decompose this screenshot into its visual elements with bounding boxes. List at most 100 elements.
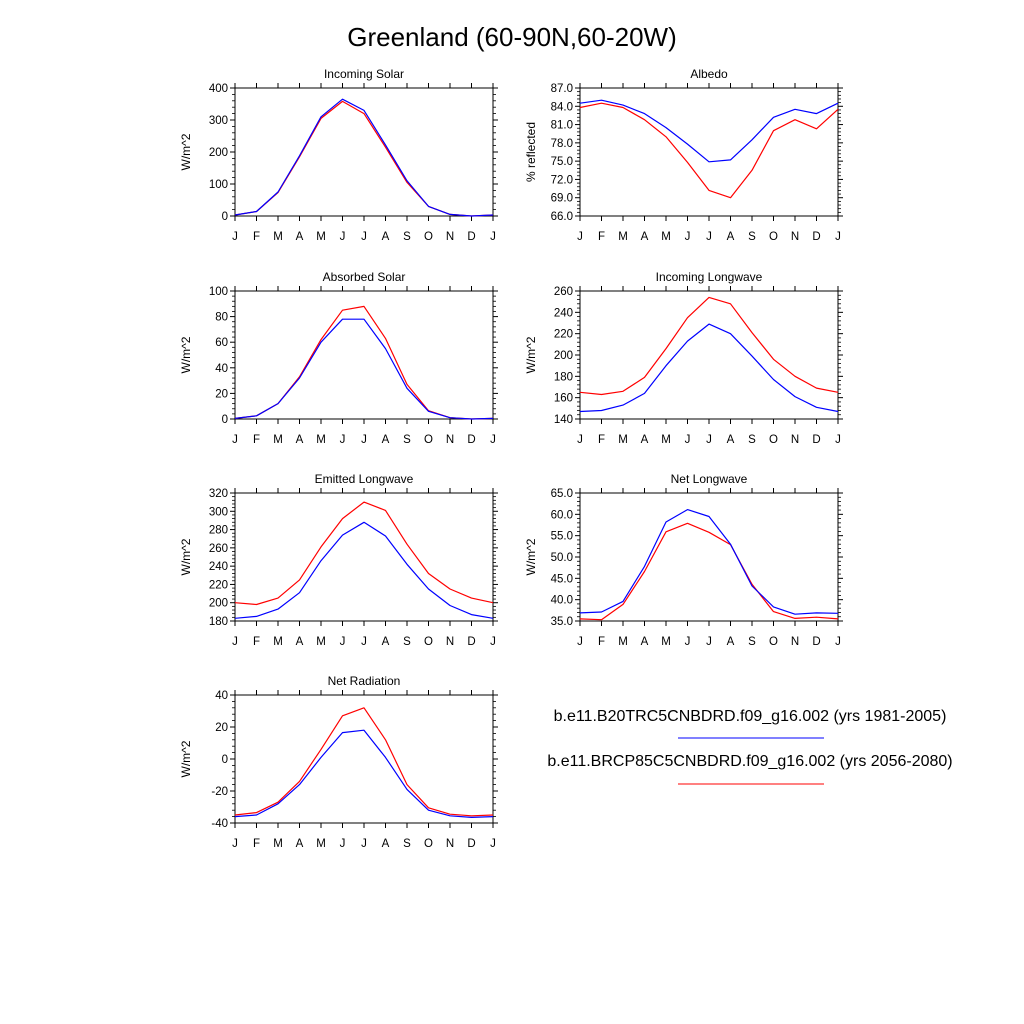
emitted-longwave-xtick-label: O	[424, 636, 433, 648]
net-radiation-xtick-label: N	[446, 838, 454, 850]
incoming-longwave-ytick-label: 260	[554, 286, 573, 298]
net-radiation-ytick-label: 0	[222, 754, 228, 766]
incoming-longwave-xtick-label: N	[791, 434, 799, 446]
emitted-longwave-xtick-label: A	[382, 636, 390, 648]
emitted-longwave-frame	[234, 492, 494, 622]
emitted-longwave-ytick-label: 200	[209, 598, 228, 610]
albedo-xtick-label: J	[577, 231, 583, 243]
absorbed-solar-xtick-label: J	[361, 434, 367, 446]
incoming-longwave-xtick-label: M	[618, 434, 628, 446]
net-longwave-xtick-label: F	[598, 636, 605, 648]
incoming-solar-xtick-label: A	[296, 231, 304, 243]
emitted-longwave-xtick-label: D	[467, 636, 475, 648]
albedo-ytick-label: 66.0	[551, 211, 573, 223]
net-longwave-xtick-label: J	[577, 636, 583, 648]
absorbed-solar-ytick-label: 0	[222, 414, 228, 426]
net-radiation-ytick-label: -40	[211, 818, 228, 830]
net-longwave-xtick-label: O	[769, 636, 778, 648]
incoming-longwave-xtick-label: D	[812, 434, 820, 446]
absorbed-solar-series-future-line	[234, 305, 494, 420]
incoming-solar-title: Incoming Solar	[324, 67, 404, 81]
albedo-xtick-label: N	[791, 231, 799, 243]
net-longwave-ytick-label: 55.0	[551, 531, 573, 543]
net-longwave-xtick-label: S	[748, 636, 756, 648]
absorbed-solar-ytick-label: 40	[215, 363, 228, 375]
net-longwave-xtick-label: N	[791, 636, 799, 648]
net-radiation-xtick-label: A	[382, 838, 390, 850]
emitted-longwave-xtick-label: F	[253, 636, 260, 648]
net-radiation-xtick-label: A	[296, 838, 304, 850]
legend: b.e11.B20TRC5CNBDRD.f09_g16.002 (yrs 198…	[547, 708, 953, 785]
incoming-longwave-ytick-label: 160	[554, 393, 573, 405]
albedo-ylabel: % reflected	[524, 122, 538, 182]
absorbed-solar-xtick-label: J	[490, 434, 496, 446]
incoming-solar-xtick-label: J	[340, 231, 346, 243]
net-longwave-ytick-label: 60.0	[551, 509, 573, 521]
absorbed-solar-ytick-label: 100	[209, 286, 228, 298]
incoming-solar-xtick-label: M	[273, 231, 283, 243]
net-longwave-xtick-label: J	[685, 636, 691, 648]
absorbed-solar-xtick-label: M	[316, 434, 326, 446]
incoming-solar-series-historical-line	[234, 98, 494, 217]
net-radiation-xtick-label: D	[467, 838, 475, 850]
net-longwave-ytick-label: 45.0	[551, 573, 573, 585]
incoming-solar-xtick-label: D	[467, 231, 475, 243]
absorbed-solar-ytick-label: 20	[215, 388, 228, 400]
emitted-longwave-series-future-line	[234, 501, 494, 606]
net-radiation-ytick-label: -20	[211, 786, 228, 798]
net-longwave-xtick-label: M	[618, 636, 628, 648]
incoming-longwave-ytick-label: 200	[554, 350, 573, 362]
albedo-xtick-label: M	[661, 231, 671, 243]
emitted-longwave-xtick-label: S	[403, 636, 411, 648]
albedo-ytick-label: 87.0	[551, 83, 573, 95]
emitted-longwave-ytick-label: 320	[209, 488, 228, 500]
net-radiation-title: Net Radiation	[328, 674, 401, 688]
net-longwave-ytick-label: 40.0	[551, 595, 573, 607]
net-longwave-xtick-label: M	[661, 636, 671, 648]
emitted-longwave-ytick-label: 240	[209, 561, 228, 573]
absorbed-solar-xtick-label: M	[273, 434, 283, 446]
incoming-solar-ytick-label: 400	[209, 83, 228, 95]
absorbed-solar-ytick-label: 80	[215, 312, 228, 324]
absorbed-solar-series-historical-line	[234, 318, 494, 420]
emitted-longwave-ytick-label: 220	[209, 579, 228, 591]
absorbed-solar-xtick-label: D	[467, 434, 475, 446]
net-radiation-xtick-label: M	[273, 838, 283, 850]
incoming-solar-ytick-label: 300	[209, 115, 228, 127]
incoming-longwave-xtick-label: J	[577, 434, 583, 446]
figure-title: Greenland (60-90N,60-20W)	[347, 22, 677, 52]
absorbed-solar-xtick-label: J	[232, 434, 238, 446]
albedo-ytick-label: 72.0	[551, 174, 573, 186]
net-longwave-xtick-label: A	[727, 636, 735, 648]
albedo-xtick-label: J	[685, 231, 691, 243]
absorbed-solar-frame	[234, 290, 494, 420]
absorbed-solar-xtick-label: J	[340, 434, 346, 446]
incoming-solar-ytick-label: 100	[209, 179, 228, 191]
net-longwave-xtick-label: D	[812, 636, 820, 648]
net-radiation-series-future-line	[234, 707, 494, 817]
albedo-ytick-label: 75.0	[551, 156, 573, 168]
incoming-solar-xtick-label: O	[424, 231, 433, 243]
net-longwave-series-historical-line	[579, 509, 839, 615]
absorbed-solar-ytick-label: 60	[215, 337, 228, 349]
net-longwave-xtick-label: J	[835, 636, 841, 648]
albedo-ytick-label: 69.0	[551, 193, 573, 205]
net-radiation-ytick-label: 40	[215, 690, 228, 702]
net-longwave-series-future-line	[579, 522, 839, 621]
incoming-longwave-frame	[579, 290, 839, 420]
incoming-solar-xtick-label: A	[382, 231, 390, 243]
incoming-solar-series-future-line	[234, 100, 494, 217]
net-radiation-ytick-label: 20	[215, 722, 228, 734]
emitted-longwave-xtick-label: J	[361, 636, 367, 648]
emitted-longwave-ytick-label: 280	[209, 525, 228, 537]
emitted-longwave-ytick-label: 180	[209, 616, 228, 628]
net-radiation-series-historical-line	[234, 729, 494, 819]
incoming-longwave-xtick-label: M	[661, 434, 671, 446]
albedo-xtick-label: F	[598, 231, 605, 243]
incoming-solar-xtick-label: J	[232, 231, 238, 243]
incoming-solar-xtick-label: J	[490, 231, 496, 243]
